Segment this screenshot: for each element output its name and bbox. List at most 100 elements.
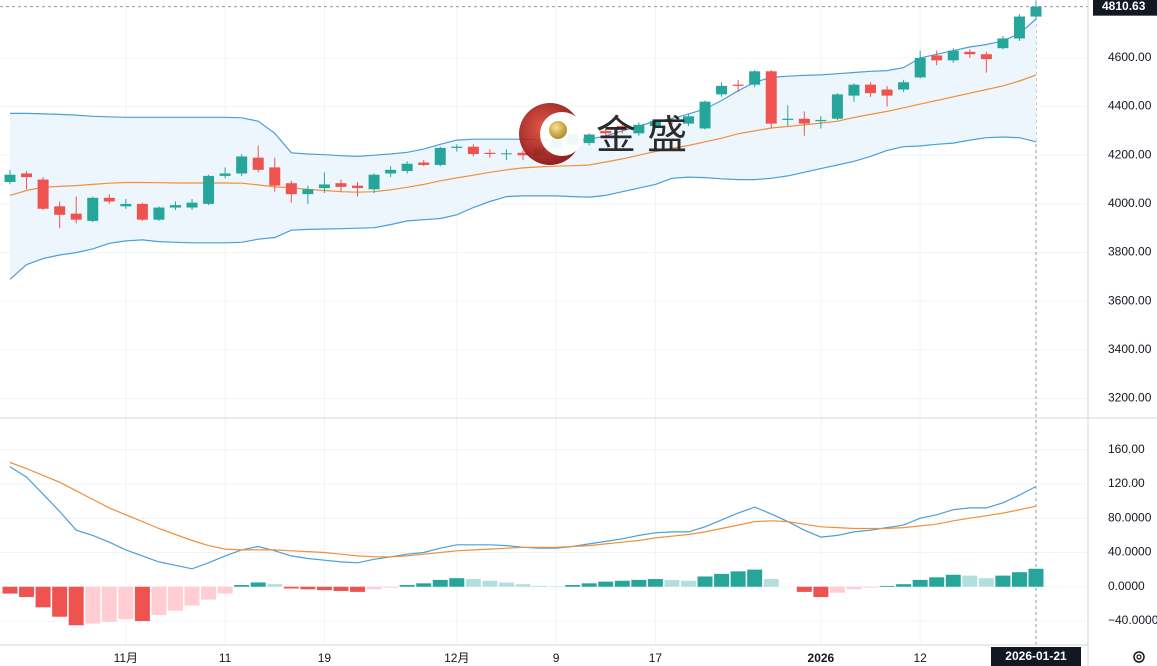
logo-text: 金 盛 (596, 114, 687, 158)
candle-body (881, 89, 893, 96)
y-tick-label: 3400.00 (1108, 342, 1152, 356)
candle-body (914, 57, 926, 78)
logo-coin (549, 121, 567, 139)
candle-body (517, 152, 529, 156)
histogram-bar (465, 579, 481, 587)
y-tick-label: 40.0000 (1108, 545, 1152, 559)
histogram-bar (929, 577, 945, 587)
candle-body (467, 146, 479, 155)
histogram-bar (962, 575, 978, 587)
candle-body (931, 55, 943, 61)
candle-body (451, 146, 463, 148)
candle-body (385, 169, 397, 174)
histogram-bar (184, 586, 200, 606)
histogram-bar (449, 578, 465, 587)
histogram-bar (68, 586, 84, 626)
histogram-bar (614, 580, 630, 587)
crosshair-date: 2026-01-21 (1005, 649, 1067, 663)
histogram-bar (134, 586, 150, 622)
histogram-bar (217, 586, 233, 594)
y-tick-label: 4000.00 (1108, 196, 1152, 210)
band-line (9, 136, 1037, 280)
candle-body (401, 163, 413, 172)
last-price-box (1093, 0, 1157, 16)
candle-body (997, 38, 1009, 49)
x-tick-label: 12 (913, 651, 927, 665)
histogram-bar (19, 586, 35, 598)
histogram-bar (267, 584, 283, 587)
histogram-bar (978, 578, 994, 587)
histogram-bar (995, 575, 1011, 587)
histogram-bar (167, 586, 183, 611)
candle-body (980, 54, 992, 60)
histogram-bar (846, 586, 862, 590)
candle-body (484, 152, 496, 155)
candle-body (269, 167, 281, 186)
candle-body (865, 84, 877, 94)
candle-body (898, 82, 910, 90)
crosshair-date-box (991, 647, 1081, 666)
candle-body (964, 51, 976, 55)
histogram-bar (714, 573, 730, 587)
y-tick-label: −40.0000 (1108, 613, 1157, 627)
histogram-bar (631, 579, 647, 587)
x-tick-label: 19 (318, 651, 332, 665)
histogram-bar (912, 579, 928, 587)
histogram-bar (763, 579, 779, 587)
candle-body (302, 189, 314, 195)
candle-body (186, 202, 198, 208)
candle-body (352, 185, 364, 189)
y-tick-label: 3800.00 (1108, 245, 1152, 259)
candle-body (37, 179, 49, 209)
histogram-bar (300, 586, 316, 590)
candle-body (848, 84, 860, 96)
histogram-bar (945, 574, 961, 587)
histogram-bar (399, 585, 415, 587)
x-tick-label: 2026 (808, 651, 835, 665)
y-tick-label: 80.0000 (1108, 510, 1152, 524)
histogram-bar (234, 585, 250, 587)
candle-body (633, 124, 645, 134)
histogram-bar (250, 582, 266, 587)
histogram-bar (2, 586, 18, 594)
x-tick-label: 12月 (444, 651, 469, 665)
band-line (9, 74, 1037, 196)
candle-body (749, 71, 761, 85)
candle-body (368, 174, 380, 190)
histogram-bar (498, 582, 514, 587)
candle-body (666, 119, 678, 122)
candle-body (219, 173, 231, 176)
candle-body (335, 183, 347, 187)
histogram-bar (598, 581, 614, 587)
settings-icon[interactable] (1133, 651, 1145, 663)
candle-body (616, 126, 628, 130)
candle-body (434, 147, 446, 165)
candle-body (203, 175, 215, 204)
histogram-bar (118, 586, 134, 620)
candle-body (87, 197, 99, 221)
histogram-bar (316, 586, 332, 591)
histogram-bar (482, 580, 498, 587)
candle-body (649, 121, 661, 127)
x-tick-label: 9 (553, 651, 560, 665)
histogram-bar (52, 586, 68, 617)
candle-body (103, 197, 115, 202)
histogram-bar (35, 586, 51, 608)
y-tick-label: 3200.00 (1108, 391, 1152, 405)
candle-body (798, 118, 810, 124)
histogram-bar (565, 585, 581, 587)
histogram-bar (1011, 572, 1027, 587)
candle-body (782, 118, 794, 120)
candle-body (318, 184, 330, 189)
y-tick-label: 160.00 (1108, 442, 1145, 456)
histogram-bar (747, 569, 763, 587)
axis-layer: 11月 11 19 12月 9 17 2026 12 2026-01-21 3200.00 3400… (114, 0, 1157, 666)
candle-body (285, 183, 297, 195)
x-tick-label: 11月 (114, 651, 138, 665)
candle-body (1030, 6, 1042, 17)
y-tick-label: 4600.00 (1108, 50, 1152, 64)
histogram-bar (680, 580, 696, 587)
histogram-bar (879, 585, 895, 587)
candle-body (21, 173, 33, 178)
candle-body (120, 203, 132, 207)
